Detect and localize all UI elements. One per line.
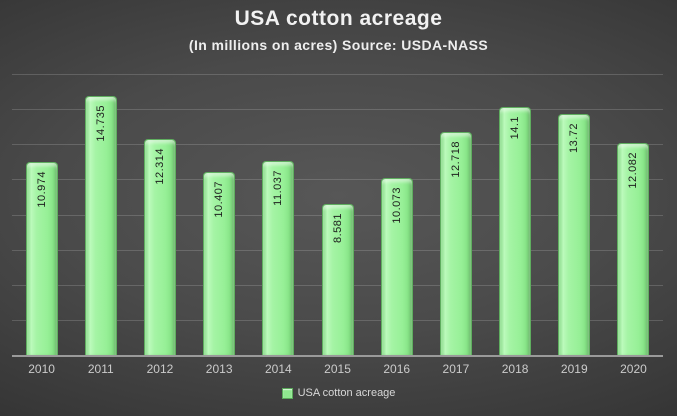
x-axis-label: 2015 <box>324 362 351 376</box>
bar-value-label: 12.314 <box>153 147 166 185</box>
bar-2013: 10.407 <box>203 172 236 356</box>
bar-value-label: 10.407 <box>213 181 226 218</box>
bar-2012: 12.314 <box>143 138 176 356</box>
x-axis-label: 2019 <box>560 362 588 376</box>
bar-value-label: 12.718 <box>449 140 462 178</box>
gridline <box>12 144 663 146</box>
gridline <box>12 74 663 75</box>
bar-slot: 10.073 <box>367 75 426 356</box>
bar-slot: 10.407 <box>190 75 249 356</box>
gridline <box>12 109 663 111</box>
bar-2015: 8.581 <box>321 204 354 356</box>
x-axis-labels: 2010 2011 2012 2013 2014 2015 2016 2017 2018 2019… <box>12 362 663 376</box>
x-axis-label: 2012 <box>146 362 174 376</box>
x-axis-label: 2014 <box>264 362 292 376</box>
bar-2019: 13.72 <box>558 114 591 356</box>
bar-series: 10.974 14.735 12.314 10.407 11.037 8.581 10.07… <box>12 75 663 356</box>
bar-value-label: 10.974 <box>35 171 48 208</box>
bar-slot: 10.974 <box>12 75 71 356</box>
bar-value-label: 13.72 <box>568 123 581 154</box>
chart-subtitle: (In millions on acres) Source: USDA-NASS <box>188 37 489 53</box>
bar-slot: 12.314 <box>130 75 189 356</box>
bar-2014: 11.037 <box>262 161 295 356</box>
bar-value-label: 12.082 <box>627 151 640 189</box>
bar-value-label: 8.581 <box>331 213 344 244</box>
bar-slot: 12.718 <box>426 75 485 356</box>
bar-value-label: 11.037 <box>272 170 285 206</box>
chart-title: USA cotton acreage <box>234 7 443 30</box>
x-axis-label: 2013 <box>205 362 233 376</box>
gridline <box>12 179 663 181</box>
x-axis-label: 2017 <box>442 362 470 376</box>
x-axis-label: 2011 <box>87 362 114 376</box>
bar-2017: 12.718 <box>439 131 472 356</box>
bar-slot: 12.082 <box>604 75 663 356</box>
legend-swatch-square-icon <box>281 387 293 399</box>
bar-slot: 8.581 <box>308 75 367 356</box>
bar-2020: 12.082 <box>617 142 650 356</box>
bar-2010: 10.974 <box>25 162 58 356</box>
x-axis-line <box>12 355 663 357</box>
bar-2016: 10.073 <box>380 178 413 356</box>
x-axis-label: 2020 <box>620 362 647 376</box>
x-axis-label: 2018 <box>501 362 529 376</box>
bar-slot: 14.735 <box>71 75 130 356</box>
bar-value-label: 14.735 <box>94 105 107 142</box>
bar-2011: 14.735 <box>84 96 117 356</box>
bar-slot: 14.1 <box>486 75 545 356</box>
bar-2018: 14.1 <box>499 107 532 356</box>
bar-value-label: 10.073 <box>390 187 403 224</box>
x-axis-label: 2016 <box>383 362 411 376</box>
bar-slot: 11.037 <box>249 75 308 356</box>
bar-value-label: 14.1 <box>509 116 522 140</box>
legend-label: USA cotton acreage <box>297 387 396 399</box>
legend: USA cotton acreage <box>0 387 677 399</box>
bar-slot: 13.72 <box>545 75 604 356</box>
plot-area: 10.974 14.735 12.314 10.407 11.037 8.581 10.07… <box>12 74 663 357</box>
x-axis-label: 2010 <box>28 362 55 376</box>
